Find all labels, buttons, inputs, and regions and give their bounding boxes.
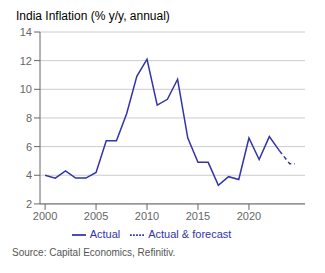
svg-text:8: 8 (26, 112, 32, 124)
svg-text:12: 12 (20, 55, 32, 67)
svg-text:10: 10 (20, 83, 32, 95)
html-text:Actual: Actual (89, 227, 121, 240)
svg-text:2020: 2020 (237, 210, 261, 222)
svg-text:2000: 2000 (33, 210, 57, 222)
svg-text:2: 2 (26, 198, 32, 210)
html-text:Source: Capital Economics, Ref: Source: Capital Economics, Refinitiv. (12, 247, 176, 258)
svg-text:2005: 2005 (84, 210, 108, 222)
html-text:India Inflation (% y/y, annual: India Inflation (% y/y, annual) (16, 9, 170, 23)
svg-text:4: 4 (26, 169, 32, 181)
svg-text:2015: 2015 (186, 210, 210, 222)
svg-text:14: 14 (20, 26, 32, 38)
svg-text:2010: 2010 (135, 210, 159, 222)
svg-text:6: 6 (26, 141, 32, 153)
html-text:Actual & forecast: Actual & forecast (148, 227, 232, 240)
